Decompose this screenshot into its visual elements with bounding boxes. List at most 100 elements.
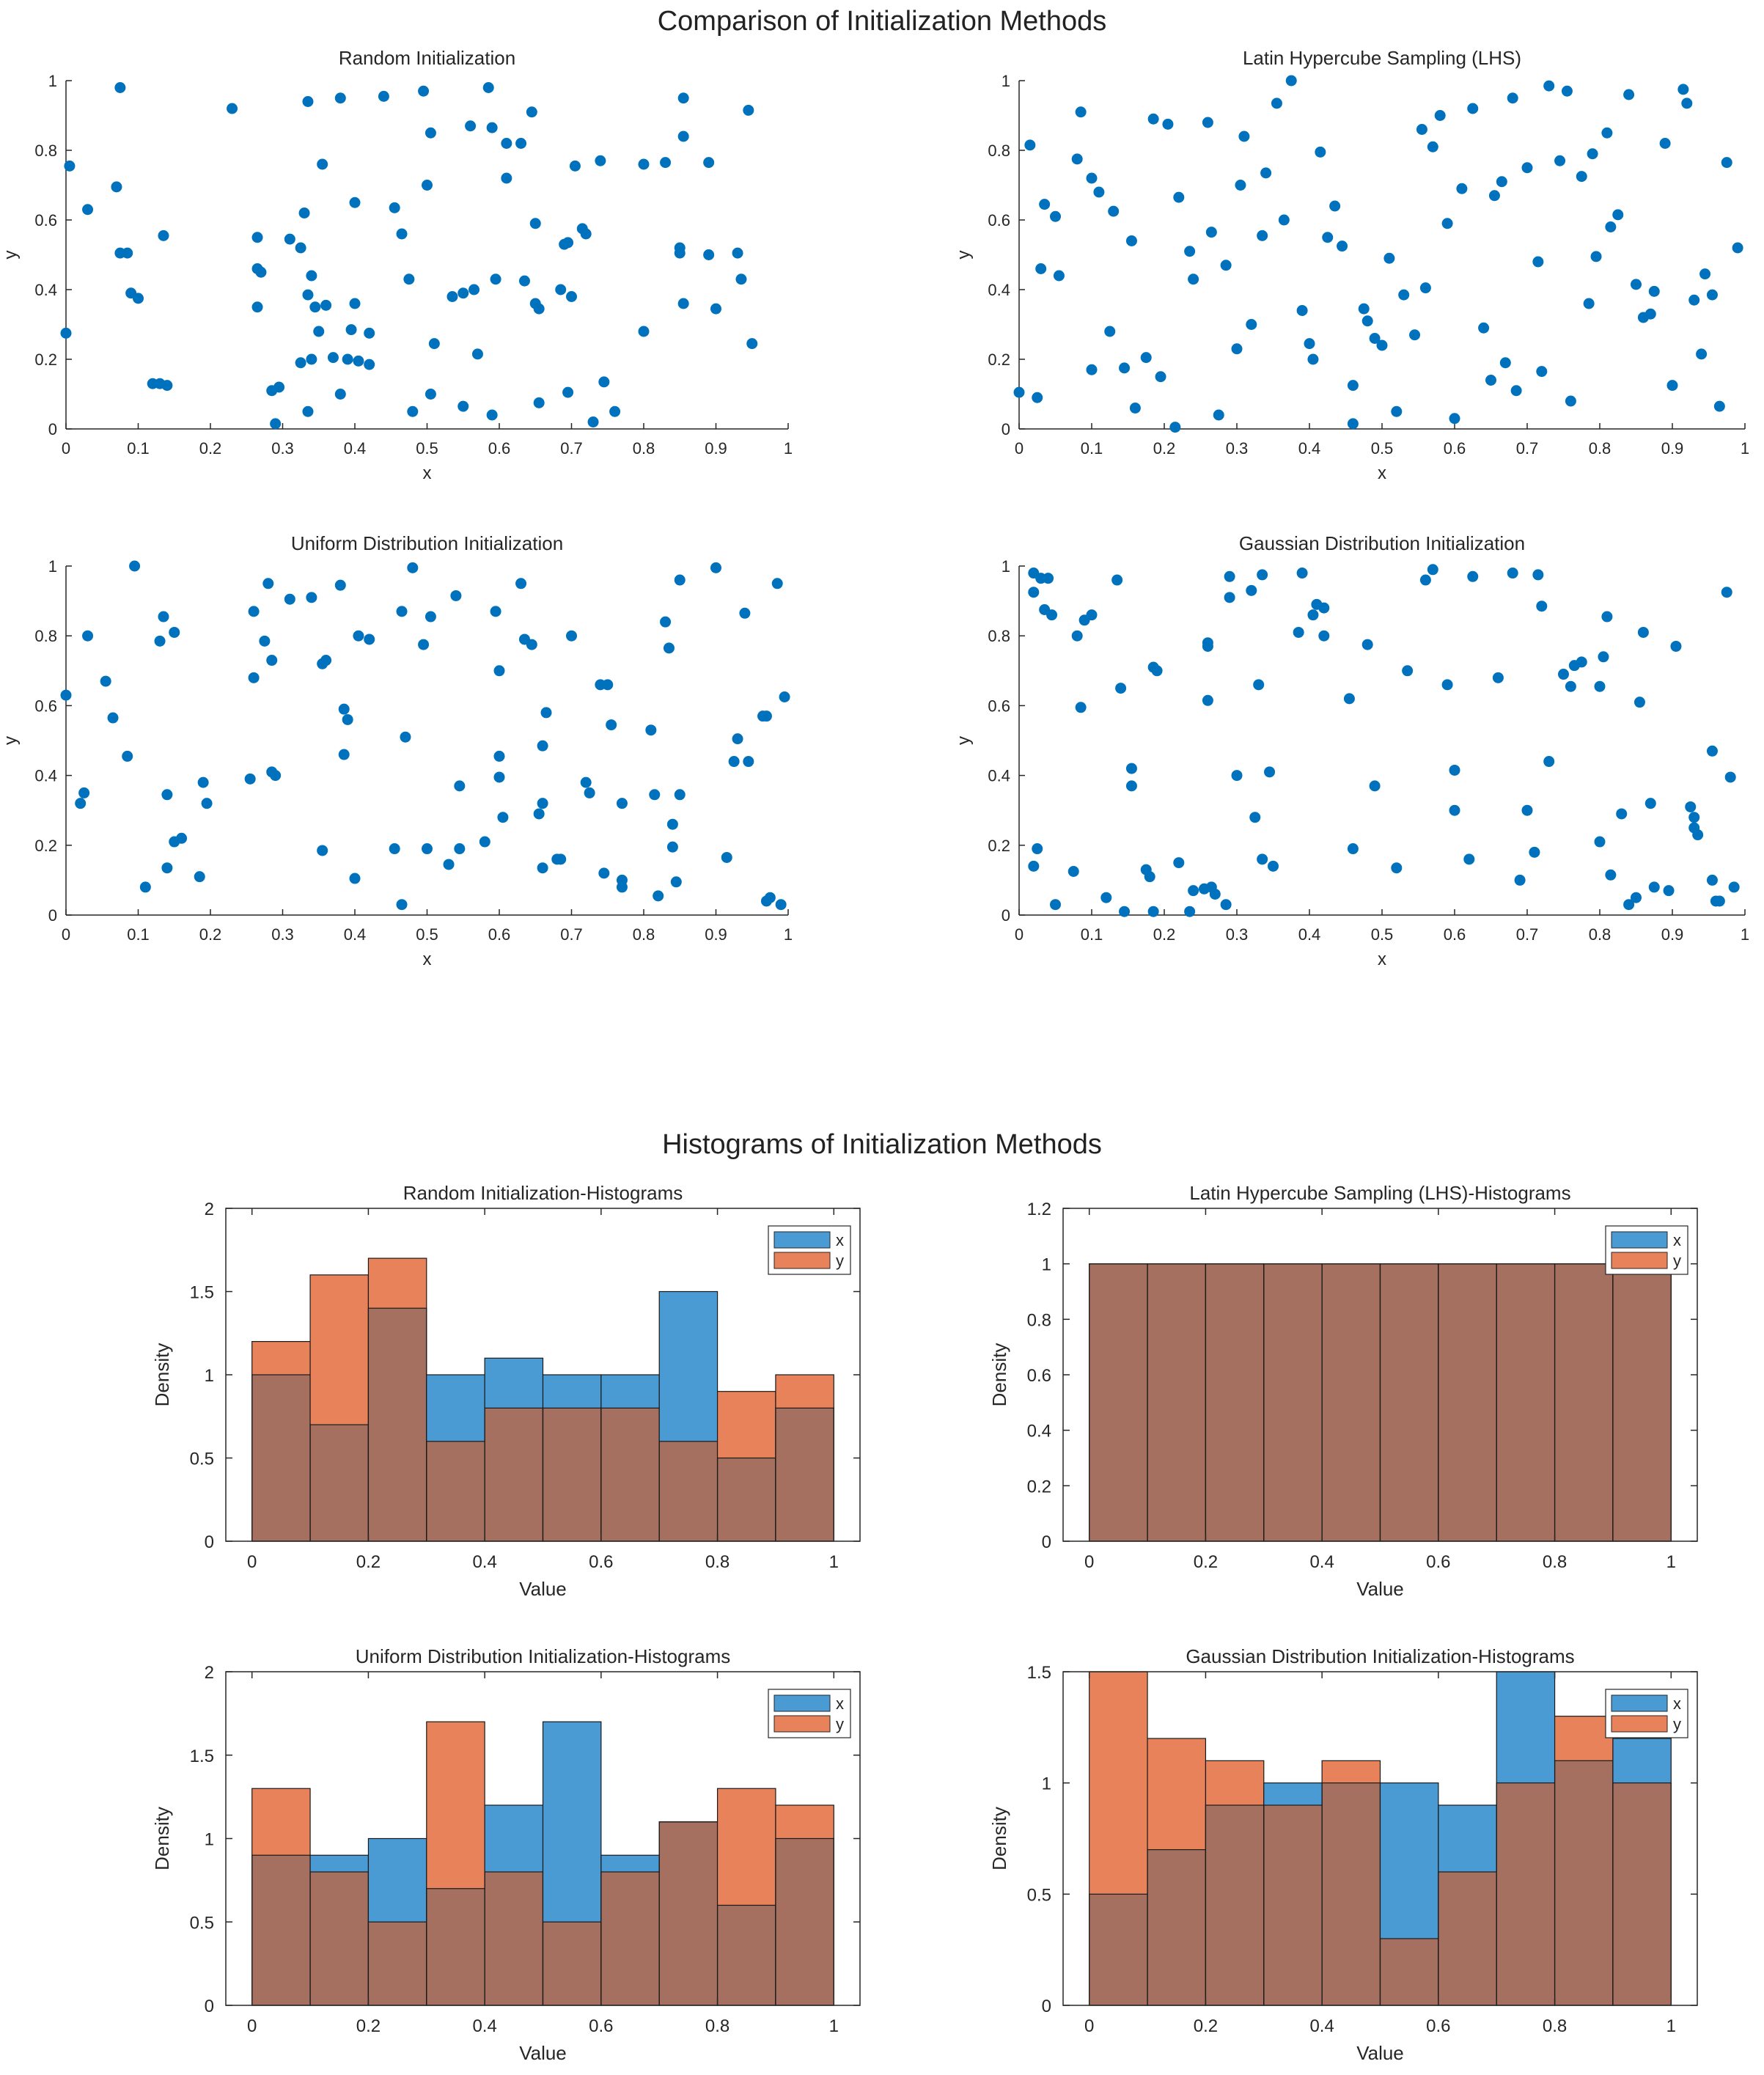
bar-overlap [1438, 1872, 1497, 2005]
x-tick-label: 0.7 [560, 925, 583, 944]
data-point [1565, 680, 1576, 692]
y-tick-label: 0.8 [988, 627, 1010, 645]
x-tick-label: 0 [1015, 925, 1024, 944]
data-point [1361, 639, 1373, 650]
data-point [746, 338, 758, 350]
x-tick-label: 0.4 [344, 439, 367, 458]
data-point [1648, 285, 1660, 297]
data-point [764, 892, 776, 903]
data-point [587, 416, 599, 427]
data-point [248, 606, 260, 617]
bar-overlap [659, 1441, 718, 1541]
legend-label-x: x [836, 1231, 844, 1249]
data-point [1035, 263, 1047, 274]
data-point [555, 853, 567, 865]
data-point [1565, 395, 1576, 407]
bar-x [310, 1855, 369, 1872]
y-tick-label: 0.6 [1027, 1366, 1051, 1386]
legend-label-x: x [1673, 1694, 1681, 1713]
data-point [674, 247, 686, 259]
legend-label-x: x [1673, 1231, 1681, 1249]
y-tick-label: 0.5 [1027, 1885, 1051, 1905]
bar-overlap [310, 1425, 369, 1541]
bar-y [775, 1375, 834, 1409]
y-tick-label: 0.4 [988, 281, 1010, 299]
bar-overlap [775, 1408, 834, 1541]
data-point [1409, 329, 1421, 341]
data-point [457, 287, 469, 299]
data-point [468, 284, 480, 295]
bar-x [600, 1375, 660, 1409]
data-point [82, 204, 94, 216]
data-point [60, 327, 72, 339]
data-point [1532, 569, 1544, 581]
x-tick-label: 0.2 [1194, 1552, 1218, 1572]
data-point [1434, 110, 1446, 121]
x-tick-label: 0.4 [472, 1552, 496, 1572]
data-point [1043, 573, 1054, 584]
data-point [660, 157, 672, 169]
data-point [129, 560, 141, 572]
bar-overlap [426, 1441, 485, 1541]
data-point [1343, 693, 1355, 705]
data-point [1358, 303, 1370, 315]
data-point [493, 771, 505, 783]
y-axis-label: y [954, 251, 974, 260]
data-point [1119, 906, 1131, 917]
y-tick-label: 0.2 [1027, 1477, 1051, 1496]
data-point [1246, 319, 1257, 330]
data-point [602, 679, 614, 691]
bar-y [1554, 1716, 1613, 1761]
histogram-panel-3: Uniform Distribution Initialization-Hist… [151, 1645, 861, 2064]
data-point [653, 890, 664, 902]
data-point [486, 409, 498, 421]
data-point [338, 703, 350, 715]
data-point [1402, 665, 1414, 677]
data-point [1257, 853, 1268, 865]
data-point [1688, 294, 1700, 306]
bar-overlap [1263, 1805, 1323, 2005]
data-point [295, 357, 306, 369]
data-point [666, 818, 678, 830]
data-point [1644, 308, 1656, 320]
bar-y [775, 1805, 834, 1839]
data-point [598, 376, 610, 388]
data-point [1623, 899, 1635, 911]
x-tick-label: 0.8 [1543, 1552, 1567, 1572]
data-point [616, 798, 628, 809]
data-point [1260, 167, 1272, 179]
bar-overlap [368, 1308, 427, 1541]
data-point [1104, 326, 1116, 337]
data-point [501, 172, 512, 184]
data-point [1616, 808, 1628, 820]
chart-title: Uniform Distribution Initialization [291, 532, 563, 554]
data-point [660, 616, 672, 628]
data-point [122, 247, 133, 259]
bar-overlap [1205, 1805, 1264, 2005]
scatter-panel-3: Uniform Distribution Initialization 0 0.1 0… [1, 532, 793, 969]
data-point [1699, 268, 1711, 280]
data-point [306, 353, 317, 365]
data-point [334, 389, 346, 400]
y-tick-label: 0.4 [1027, 1422, 1051, 1442]
bar-overlap [485, 1408, 543, 1541]
chart-title: Random Initialization-Histograms [403, 1182, 683, 1204]
data-point [306, 270, 317, 282]
x-tick-label: 0.3 [1226, 925, 1249, 944]
data-point [1307, 353, 1319, 365]
x-tick-label: 0.5 [1371, 439, 1394, 458]
x-axis-label: Value [1356, 1578, 1404, 1600]
data-point [1398, 289, 1410, 301]
x-axis-label: Value [519, 1578, 567, 1600]
data-point [1188, 273, 1199, 285]
data-point [580, 776, 592, 788]
bar-x [600, 1855, 660, 1872]
x-tick-label: 0 [247, 1552, 257, 1572]
data-point [1670, 640, 1682, 652]
data-point [1507, 568, 1518, 579]
data-point [1721, 157, 1732, 169]
data-point [176, 832, 188, 844]
data-point [616, 874, 628, 886]
data-point [1202, 694, 1213, 706]
y-axis-label: y [954, 736, 974, 745]
